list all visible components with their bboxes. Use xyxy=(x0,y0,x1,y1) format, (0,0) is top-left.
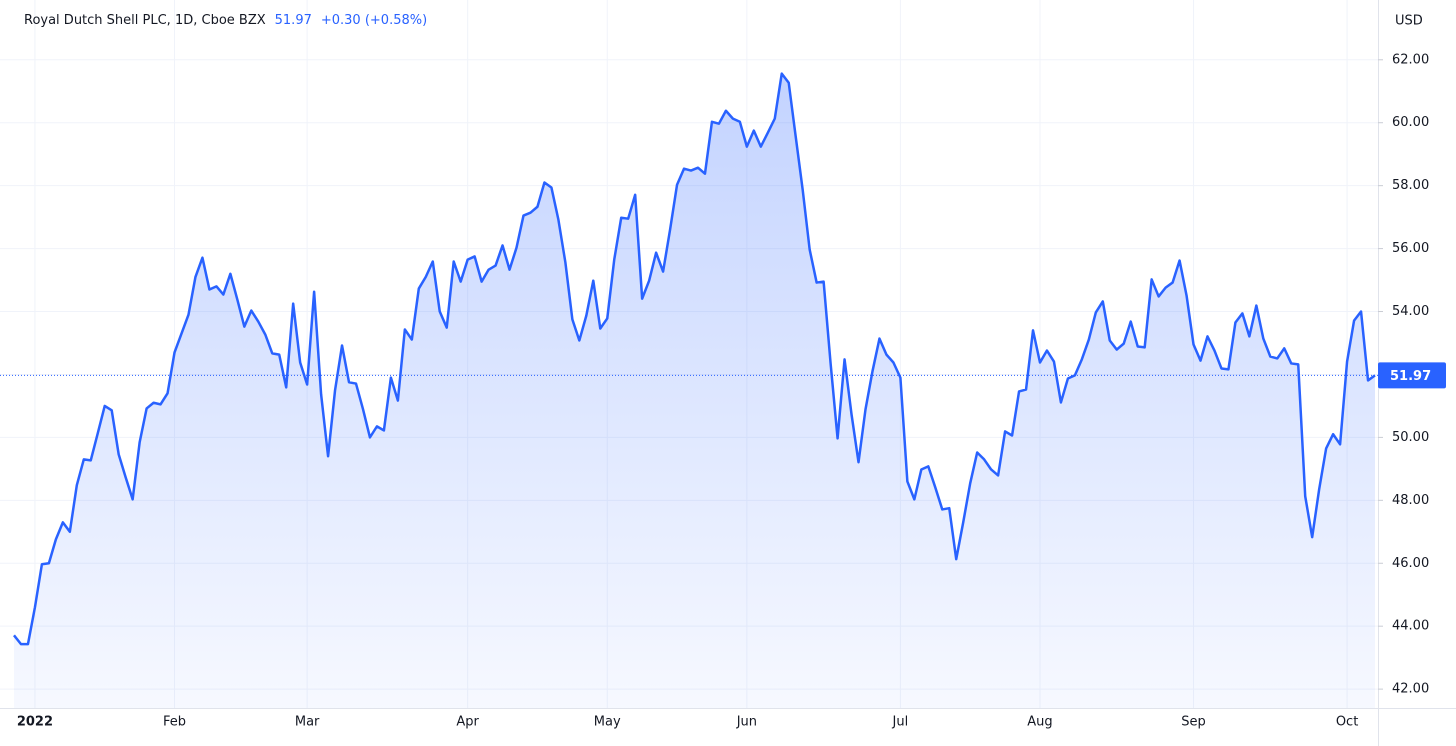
x-tick-label: Mar xyxy=(295,715,320,730)
plot xyxy=(0,72,1378,708)
y-tick-label: 50.00 xyxy=(1392,430,1429,445)
y-tick-label: 58.00 xyxy=(1392,178,1429,193)
y-tick-label: 48.00 xyxy=(1392,493,1429,508)
x-tick-label: Jun xyxy=(736,715,757,730)
x-tick-label: Apr xyxy=(456,715,479,730)
x-tick-label: May xyxy=(594,715,621,730)
x-tick-label: Oct xyxy=(1336,715,1358,730)
y-tick-label: 56.00 xyxy=(1392,241,1429,256)
price-change: +0.30 (+0.58%) xyxy=(320,13,428,28)
legend: Royal Dutch Shell PLC, 1D, Cboe BZX 51.9… xyxy=(24,13,427,28)
y-axis-unit: USD xyxy=(1395,14,1423,29)
last-price: 51.97 xyxy=(274,13,312,28)
x-tick-label: Aug xyxy=(1027,715,1052,730)
y-tick-label: 44.00 xyxy=(1392,619,1429,634)
x-tick-label: Feb xyxy=(163,715,186,730)
x-tick-label: Sep xyxy=(1181,715,1206,730)
y-tick-label: 60.00 xyxy=(1392,115,1429,130)
y-tick-label: 42.00 xyxy=(1392,682,1429,697)
x-tick-label: Jul xyxy=(892,715,909,730)
area-fill xyxy=(14,73,1375,708)
x-tick-label: 2022 xyxy=(17,715,53,730)
y-tick-label: 54.00 xyxy=(1392,304,1429,319)
last-price-label: 51.97 xyxy=(1390,369,1431,384)
last-price-badge xyxy=(1378,362,1446,389)
price-line xyxy=(13,72,1376,646)
y-tick-label: 46.00 xyxy=(1392,556,1429,571)
y-tick-label: 62.00 xyxy=(1392,52,1429,67)
symbol-title: Royal Dutch Shell PLC, 1D, Cboe BZX xyxy=(24,13,266,28)
